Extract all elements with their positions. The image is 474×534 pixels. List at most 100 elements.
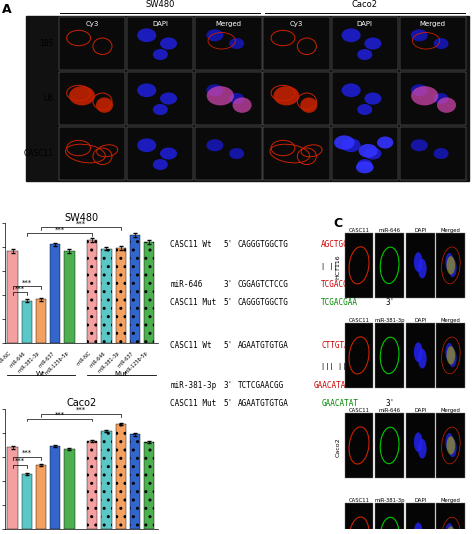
- Ellipse shape: [418, 439, 427, 459]
- Text: miR-381-3p: miR-381-3p: [374, 318, 405, 323]
- Bar: [406, 502, 435, 534]
- Ellipse shape: [414, 342, 422, 362]
- Text: miR-125b-5p: miR-125b-5p: [123, 350, 149, 376]
- Title: SW480: SW480: [64, 213, 99, 223]
- Text: Merged: Merged: [441, 498, 461, 503]
- Bar: [264, 72, 330, 125]
- Bar: [50, 446, 60, 529]
- Bar: [400, 127, 466, 180]
- Bar: [345, 232, 374, 298]
- Bar: [101, 431, 111, 529]
- Bar: [437, 323, 465, 388]
- Text: CGGAGTCTCCG: CGGAGTCTCCG: [238, 280, 289, 289]
- Ellipse shape: [357, 49, 372, 60]
- Bar: [130, 235, 140, 343]
- Bar: [437, 232, 465, 298]
- Text: DAPI: DAPI: [414, 498, 426, 503]
- Bar: [8, 447, 18, 529]
- Text: ***: ***: [15, 285, 25, 291]
- Ellipse shape: [418, 259, 427, 278]
- Bar: [375, 502, 404, 534]
- Bar: [375, 232, 404, 298]
- Text: CASC11: CASC11: [24, 149, 54, 158]
- Ellipse shape: [160, 147, 177, 160]
- Ellipse shape: [233, 97, 252, 113]
- Text: Wt: Wt: [36, 371, 46, 376]
- Text: DAPI: DAPI: [152, 21, 168, 27]
- Ellipse shape: [69, 86, 95, 105]
- Text: miR-NC: miR-NC: [76, 350, 92, 367]
- Ellipse shape: [357, 104, 372, 115]
- Bar: [87, 240, 97, 343]
- Text: ***: ***: [55, 226, 64, 233]
- Text: DAPI: DAPI: [414, 228, 426, 233]
- Ellipse shape: [342, 138, 361, 152]
- Ellipse shape: [137, 83, 156, 97]
- Text: HCT116: HCT116: [336, 255, 341, 279]
- Ellipse shape: [414, 522, 422, 534]
- Text: 5': 5': [385, 280, 394, 289]
- Bar: [437, 502, 465, 534]
- Bar: [400, 17, 466, 70]
- Ellipse shape: [160, 37, 177, 50]
- Text: Caco2: Caco2: [352, 1, 378, 10]
- Ellipse shape: [357, 159, 372, 170]
- Bar: [406, 413, 435, 478]
- Text: CASC11 Wt: CASC11 Wt: [170, 341, 212, 350]
- Text: TCGACGAA: TCGACGAA: [321, 280, 358, 289]
- Bar: [400, 72, 466, 125]
- Ellipse shape: [365, 37, 382, 50]
- Text: miR-646: miR-646: [379, 408, 401, 413]
- Text: miR-646: miR-646: [170, 280, 202, 289]
- Ellipse shape: [96, 97, 113, 113]
- Text: 3': 3': [385, 399, 394, 408]
- Text: 3': 3': [223, 381, 233, 390]
- Ellipse shape: [447, 346, 455, 365]
- Text: SW480: SW480: [146, 1, 175, 10]
- Ellipse shape: [414, 252, 422, 272]
- Ellipse shape: [301, 97, 318, 113]
- Text: CAGGGTGGCTG: CAGGGTGGCTG: [238, 299, 289, 307]
- Bar: [332, 72, 398, 125]
- Text: C: C: [333, 217, 342, 230]
- Ellipse shape: [434, 148, 448, 159]
- Text: CAGGGTGGCTG: CAGGGTGGCTG: [238, 240, 289, 249]
- Ellipse shape: [207, 86, 234, 105]
- Ellipse shape: [153, 104, 168, 115]
- Text: 5': 5': [223, 240, 233, 249]
- Bar: [59, 127, 125, 180]
- Ellipse shape: [448, 529, 456, 534]
- Text: AGAATGTGTGA: AGAATGTGTGA: [238, 399, 289, 408]
- Bar: [375, 323, 404, 388]
- Bar: [127, 17, 193, 70]
- Bar: [116, 248, 126, 343]
- Ellipse shape: [447, 256, 455, 274]
- Text: GAACATAT: GAACATAT: [321, 399, 358, 408]
- Ellipse shape: [137, 138, 156, 152]
- Bar: [195, 127, 262, 180]
- Bar: [130, 435, 140, 529]
- Text: miR-646: miR-646: [379, 228, 401, 233]
- Text: miR-646: miR-646: [9, 350, 27, 368]
- Ellipse shape: [229, 148, 244, 159]
- Bar: [36, 300, 46, 343]
- Title: Caco2: Caco2: [66, 398, 97, 408]
- Text: CASC11: CASC11: [348, 408, 370, 413]
- Text: | ||  ||||: | || ||||: [321, 263, 364, 270]
- Ellipse shape: [206, 29, 223, 41]
- Ellipse shape: [446, 253, 454, 271]
- Bar: [332, 17, 398, 70]
- Text: ***: ***: [76, 407, 86, 413]
- Ellipse shape: [377, 137, 393, 148]
- Text: miR-646: miR-646: [89, 350, 107, 368]
- Text: 5': 5': [223, 299, 233, 307]
- Text: 5': 5': [378, 381, 387, 390]
- Text: miR-381-3p: miR-381-3p: [170, 381, 217, 390]
- Text: ***: ***: [22, 450, 32, 456]
- Ellipse shape: [447, 527, 455, 534]
- Text: TCTCGAACGG: TCTCGAACGG: [238, 381, 284, 390]
- Bar: [8, 251, 18, 343]
- Bar: [332, 127, 398, 180]
- Ellipse shape: [365, 92, 382, 105]
- Ellipse shape: [206, 84, 223, 96]
